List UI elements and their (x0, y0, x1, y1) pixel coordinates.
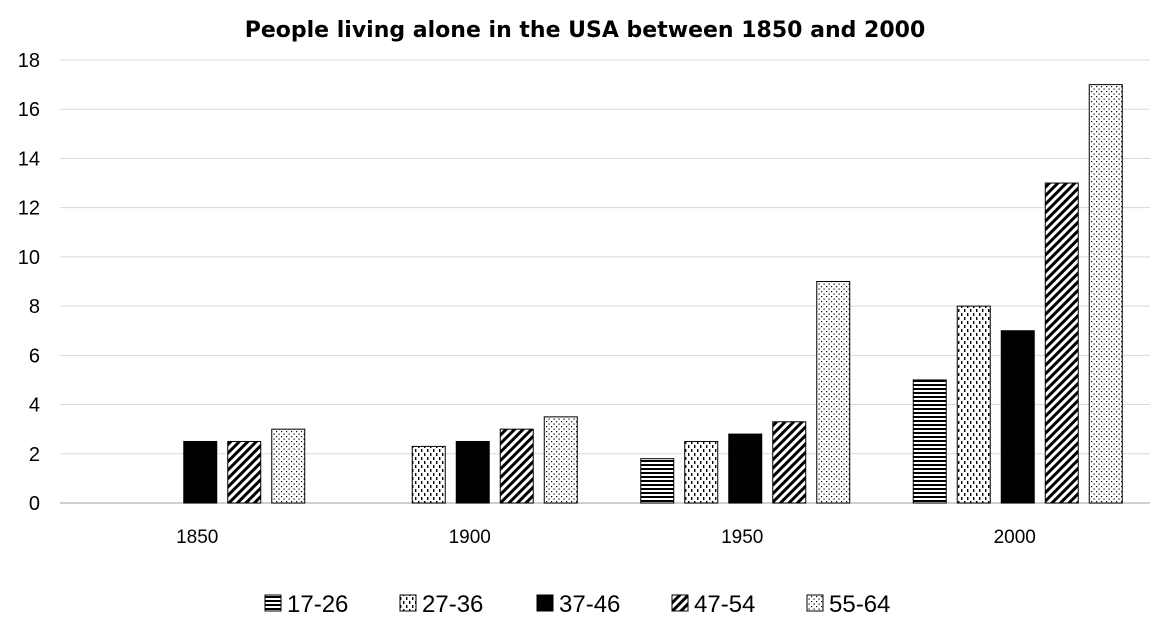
bar-37-46-1950 (729, 434, 762, 503)
y-tick-label: 12 (18, 198, 40, 220)
x-tick-label: 2000 (994, 527, 1036, 548)
legend-label: 37-46 (559, 591, 620, 618)
y-tick-label: 14 (18, 148, 40, 170)
bar-17-26-2000 (913, 380, 946, 503)
bar-47-54-1950 (773, 422, 806, 503)
y-tick-label: 0 (29, 493, 40, 515)
legend-label: 27-36 (422, 591, 483, 618)
legend-label: 55-64 (829, 591, 890, 618)
bar-37-46-1900 (456, 441, 489, 503)
bar-47-54-1850 (228, 441, 261, 503)
legend-swatch (265, 595, 281, 611)
legend-item-17-26[interactable]: 17-26 (265, 591, 348, 618)
y-tick-label: 4 (29, 395, 40, 417)
legend-swatch (537, 595, 553, 611)
bar-27-36-1950 (685, 441, 718, 503)
legend-swatch (672, 595, 688, 611)
chart-title: People living alone in the USA between 1… (245, 18, 926, 43)
bar-37-46-1850 (184, 441, 217, 503)
x-tick-label: 1900 (449, 527, 491, 548)
bar-47-54-1900 (500, 429, 533, 503)
legend-swatch (807, 595, 823, 611)
bar-55-64-1950 (817, 282, 850, 504)
legend-item-37-46[interactable]: 37-46 (537, 591, 620, 618)
y-tick-label: 10 (18, 247, 40, 269)
bar-37-46-2000 (1001, 331, 1034, 503)
y-tick-label: 2 (29, 444, 40, 466)
legend-swatch (400, 595, 416, 611)
legend-item-47-54[interactable]: 47-54 (672, 591, 755, 618)
bar-55-64-2000 (1089, 85, 1122, 503)
x-tick-label: 1850 (176, 527, 218, 548)
y-tick-label: 8 (29, 296, 40, 318)
legend: 17-26 27-36 37-46 47-54 55-64 (265, 591, 890, 618)
bar-47-54-2000 (1045, 183, 1078, 503)
legend-label: 17-26 (287, 591, 348, 618)
legend-item-27-36[interactable]: 27-36 (400, 591, 483, 618)
y-tick-label: 16 (18, 99, 40, 121)
bar-17-26-1950 (641, 459, 674, 503)
legend-label: 47-54 (694, 591, 755, 618)
bars (184, 85, 1123, 503)
bar-27-36-2000 (957, 306, 990, 503)
legend-item-55-64[interactable]: 55-64 (807, 591, 890, 618)
bar-27-36-1900 (412, 446, 445, 503)
bar-55-64-1900 (544, 417, 577, 503)
y-tick-label: 6 (29, 345, 40, 367)
x-axis-ticks: 1850 1900 1950 2000 (176, 527, 1036, 548)
y-axis-ticks: 0 2 4 6 8 10 12 14 16 18 (18, 50, 40, 515)
x-tick-label: 1950 (721, 527, 763, 548)
bar-55-64-1850 (272, 429, 305, 503)
y-tick-label: 18 (18, 50, 40, 72)
